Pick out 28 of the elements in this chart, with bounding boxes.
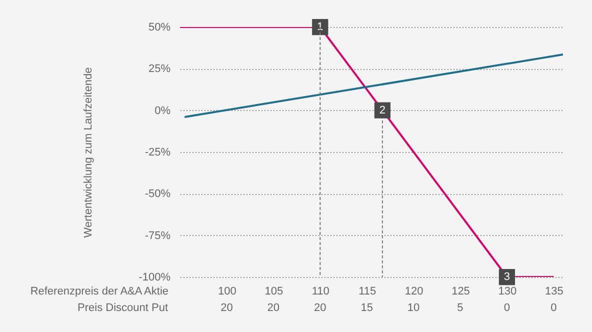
- annotation: 3: [504, 271, 510, 283]
- text: 20: [267, 302, 280, 314]
- x-tick-label: 100: [218, 286, 236, 298]
- y-tick-label: 25%: [148, 63, 171, 76]
- y-tick-label: -100%: [138, 272, 171, 284]
- text: 10: [407, 302, 420, 314]
- x-tick-label: 135: [544, 286, 564, 298]
- x-tick-label: 130: [498, 286, 517, 298]
- annotation: 2: [379, 104, 386, 116]
- y-tick-label: -75%: [144, 230, 171, 242]
- y-tick-label: 0%: [154, 104, 171, 117]
- text: 0: [550, 302, 557, 314]
- x-axis-title: Referenzpreis der A&A Aktie: [30, 286, 168, 298]
- text: 5: [457, 302, 464, 314]
- x-tick-label: 125: [452, 286, 470, 298]
- x-tick-label: 115: [358, 286, 376, 298]
- x-tick-label: 105: [264, 286, 284, 298]
- text: 15: [360, 302, 373, 314]
- y-axis-title: Wertentwicklung zum Laufzeitende: [82, 67, 95, 238]
- text: Preis Discount Put: [78, 302, 168, 314]
- y-tick-label: -50%: [144, 188, 171, 200]
- x-tick-label: 120: [404, 286, 424, 298]
- x-tick-label: 110: [312, 286, 330, 298]
- text: 20: [220, 302, 233, 314]
- text: 20: [314, 302, 326, 314]
- y-tick-label: 50%: [148, 22, 171, 34]
- text: 0: [504, 302, 510, 314]
- y-tick-label: -25%: [144, 146, 171, 158]
